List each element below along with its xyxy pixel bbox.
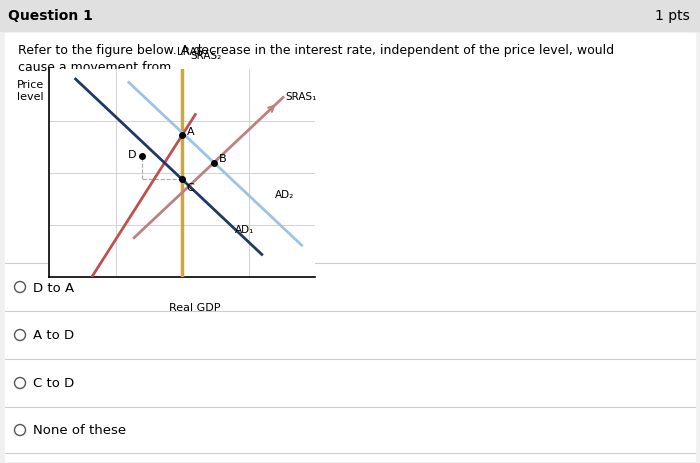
Text: C to D: C to D — [33, 377, 74, 390]
Text: 1 pts: 1 pts — [655, 9, 690, 23]
Text: Refer to the figure below. A decrease in the interest rate, independent of the p: Refer to the figure below. A decrease in… — [18, 44, 614, 74]
Text: A to D: A to D — [33, 329, 74, 342]
Text: AD₁: AD₁ — [235, 225, 255, 235]
Circle shape — [15, 330, 25, 341]
Text: A: A — [187, 127, 195, 137]
Text: Question 1: Question 1 — [8, 9, 93, 23]
Text: None of these: None of these — [33, 424, 126, 437]
Text: Price
level: Price level — [17, 80, 44, 102]
Bar — [0, 0, 700, 32]
Text: B: B — [219, 154, 227, 164]
Text: D: D — [127, 150, 136, 160]
Circle shape — [15, 378, 25, 388]
Circle shape — [15, 282, 25, 293]
Text: AD₂: AD₂ — [275, 189, 295, 200]
Text: D to A: D to A — [33, 281, 74, 294]
Text: C: C — [187, 182, 195, 192]
Text: LRAS: LRAS — [176, 47, 203, 57]
Text: SRAS₂: SRAS₂ — [190, 51, 221, 61]
Circle shape — [15, 425, 25, 436]
Text: SRAS₁: SRAS₁ — [286, 92, 317, 101]
Text: Real GDP: Real GDP — [169, 303, 220, 313]
